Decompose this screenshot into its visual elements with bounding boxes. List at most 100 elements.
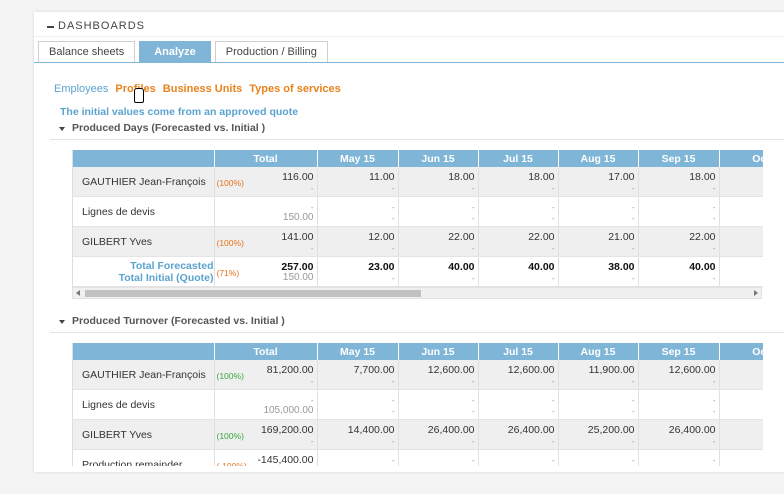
initial-value: 150.00	[282, 272, 314, 283]
value-cell: --	[478, 389, 559, 420]
value-cell	[719, 389, 763, 420]
name-cell: GILBERT Yves	[73, 226, 215, 257]
tab[interactable]: Balance sheets	[38, 41, 136, 62]
value-cell: --	[317, 196, 399, 227]
forecast-value: 40.00	[689, 261, 716, 273]
initial-value: -	[310, 244, 314, 253]
value-cell: -105,000.00	[214, 389, 318, 420]
initial-value: -	[551, 274, 555, 283]
table-row: GILBERT Yves (100%) 169,200.00 - 14,400.00- 2…	[73, 419, 763, 450]
filter-link[interactable]: Business Units	[162, 83, 243, 95]
value-cell: 40.00-	[638, 256, 720, 287]
table-row: Production remainder (-100%) -145,400.00- -…	[73, 449, 763, 466]
scroll-right[interactable]	[754, 290, 758, 296]
section-line	[50, 332, 784, 333]
value-cell	[719, 167, 763, 197]
initial-value: -	[631, 407, 635, 416]
name-cell: Total Forecasted Total Initial (Quote)	[73, 256, 215, 287]
value-cell: --	[638, 196, 720, 227]
initial-value: -	[712, 377, 716, 386]
forecast-value: -	[471, 456, 475, 465]
forecast-value: 7,700.00	[353, 364, 395, 376]
forecast-value: -	[310, 203, 314, 212]
initial-value: -	[391, 407, 395, 416]
forecast-value: 18.00	[448, 171, 475, 183]
forecast-value: 21.00	[608, 231, 635, 243]
forecast-value: 11,900.00	[588, 364, 635, 376]
scroll-thumb[interactable]	[85, 290, 421, 297]
value-cell: 26	[719, 419, 763, 450]
tab[interactable]: Analyze	[139, 41, 211, 62]
column-header: Oct	[719, 343, 763, 360]
column-header: Jun 15	[398, 150, 479, 167]
initial-value: -	[712, 184, 716, 193]
forecast-value: 11.00	[369, 171, 395, 183]
column-header: May 15	[317, 343, 399, 360]
collapse-icon[interactable]	[47, 26, 54, 28]
filter-link[interactable]: Employees	[54, 83, 109, 95]
value-cell: 40.00-	[398, 256, 479, 287]
forecast-value: 257.00	[281, 261, 314, 273]
forecast-value: 26,400.00	[427, 424, 475, 436]
initial-value: -	[471, 214, 475, 223]
column-header: Aug 15	[558, 343, 639, 360]
value-cell: --	[478, 196, 559, 227]
collapse-triangle[interactable]	[59, 320, 65, 324]
column-header: Total	[214, 150, 318, 167]
row-name: Production remainder	[82, 459, 183, 466]
value-cell	[719, 196, 763, 227]
column-header: Jul 15	[478, 343, 559, 360]
name-cell: Production remainder	[73, 449, 215, 466]
value-cell	[719, 226, 763, 257]
value-cell: 18.00-	[478, 167, 559, 197]
header-cell	[73, 343, 215, 360]
forecast-value: 141.00	[281, 231, 314, 243]
initial-value: -	[391, 274, 395, 283]
collapse-triangle[interactable]	[59, 127, 65, 131]
value-cell: --	[558, 449, 639, 466]
scrollbar[interactable]	[72, 287, 762, 299]
table-row: Lignes de devis -150.00- - - - - - - - - -	[73, 196, 763, 227]
percent: (100%)	[216, 431, 244, 441]
initial-value: -	[631, 244, 635, 253]
value-cell: 11	[719, 360, 763, 390]
forecast-value: 22.00	[528, 231, 555, 243]
initial-value: -	[712, 214, 716, 223]
forecast-value: -	[631, 456, 635, 465]
forecast-value: -	[551, 456, 555, 465]
forecast-value: -	[551, 396, 555, 405]
row-name: GILBERT Yves	[82, 236, 153, 248]
initial-value: -	[391, 214, 395, 223]
row-name: GAUTHIER Jean-François	[82, 176, 206, 188]
section-line	[50, 139, 784, 140]
initial-value: -	[712, 274, 716, 283]
forecast-value: 12,600.00	[427, 364, 475, 376]
initial-value: -	[551, 407, 555, 416]
row-name: GILBERT Yves	[82, 429, 153, 441]
total-label: Total Initial (Quote)	[118, 272, 214, 284]
filter-link[interactable]: Types of services	[249, 83, 341, 95]
tab[interactable]: Production / Billing	[214, 41, 328, 62]
forecast-value: 169,200.00	[260, 424, 314, 436]
initial-value: -	[551, 214, 555, 223]
percent: (-100%)	[216, 461, 247, 466]
column-header: Sep 15	[638, 150, 720, 167]
forecast-value: -	[712, 456, 716, 465]
value-cell: 14,400.00-	[317, 419, 399, 450]
initial-value: -	[391, 377, 395, 386]
initial-value: 150.00	[282, 212, 314, 223]
value-cell: (71%) 257.00 150.00	[214, 256, 318, 287]
value-cell: 38.00-	[558, 256, 639, 287]
scroll-left[interactable]	[76, 290, 80, 296]
initial-value: -	[551, 437, 555, 446]
table-row: Total Forecasted Total Initial (Quote) (71…	[73, 256, 763, 287]
forecast-value: -	[310, 396, 314, 405]
initial-value: -	[712, 437, 716, 446]
value-cell: 12,600.00-	[398, 360, 479, 390]
value-cell: 25,200.00-	[558, 419, 639, 450]
table-body: GAUTHIER Jean-François (100%) 81,200.00-7,…	[73, 360, 763, 466]
value-cell: 12,600.00-	[638, 360, 720, 390]
